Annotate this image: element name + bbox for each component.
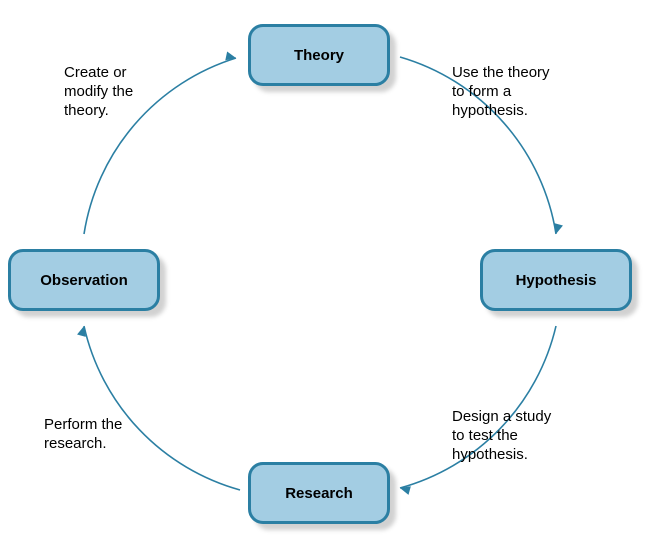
- arrowhead-icon: [225, 52, 236, 61]
- arrowhead-icon: [554, 223, 563, 234]
- node-theory: Theory: [248, 24, 390, 86]
- arrowhead-icon: [77, 326, 86, 337]
- node-label: Theory: [294, 47, 344, 64]
- node-observation: Observation: [8, 249, 160, 311]
- edge-caption: Perform the research.: [44, 416, 122, 454]
- node-label: Observation: [40, 272, 128, 289]
- node-label: Research: [285, 485, 353, 502]
- node-label: Hypothesis: [516, 272, 597, 289]
- arrowhead-icon: [400, 486, 411, 495]
- node-research: Research: [248, 462, 390, 524]
- node-hypothesis: Hypothesis: [480, 249, 632, 311]
- edge-caption: Design a study to test the hypothesis.: [452, 408, 551, 464]
- edge-caption: Create or modify the theory.: [64, 64, 133, 120]
- edge-research-to-observation: [84, 326, 240, 490]
- edge-caption: Use the theory to form a hypothesis.: [452, 64, 550, 120]
